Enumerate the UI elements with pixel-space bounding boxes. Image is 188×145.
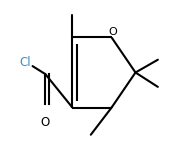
Text: O: O bbox=[41, 116, 50, 129]
Text: Cl: Cl bbox=[20, 56, 31, 69]
Text: O: O bbox=[108, 27, 117, 37]
